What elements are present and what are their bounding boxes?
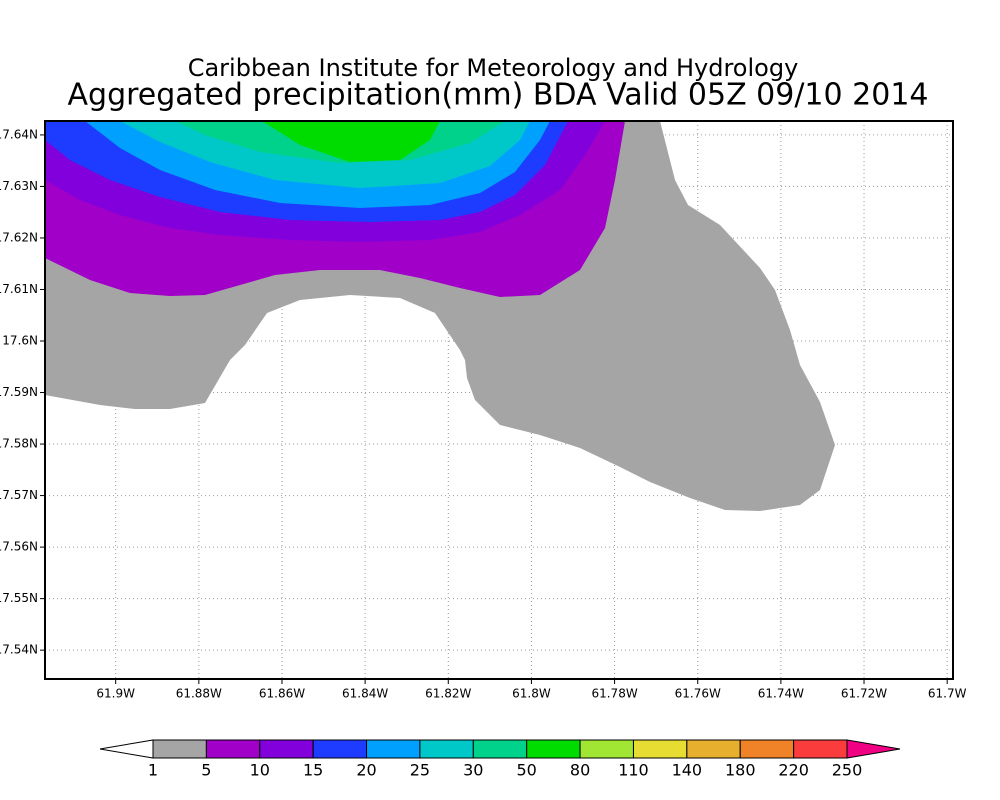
x-tick-label: 61.78W [591, 687, 637, 701]
colorbar-label: 1 [148, 761, 158, 780]
colorbar-box [152, 739, 207, 759]
colorbar-label: 30 [463, 761, 483, 780]
colorbar-label: 180 [725, 761, 756, 780]
colorbar-label: 250 [832, 761, 863, 780]
y-tick-label: 17.59N [0, 385, 38, 399]
contour-fill [262, 121, 440, 162]
x-tick-label: 61.86W [259, 687, 305, 701]
colorbar-label: 50 [517, 761, 537, 780]
colorbar-label: 25 [410, 761, 430, 780]
y-tick-label: 17.57N [0, 488, 38, 502]
chart-title: Caribbean Institute for Meteorology and … [188, 54, 799, 82]
x-tick-label: 61.76W [675, 687, 721, 701]
colorbar-box [205, 739, 261, 759]
x-tick-label: 61.84W [342, 687, 388, 701]
contour-fills [45, 121, 835, 511]
y-tick-label: 17.6N [2, 334, 38, 348]
y-tick-label: 17.61N [0, 282, 38, 296]
y-tick-label: 17.56N [0, 540, 38, 554]
colorbar-box [366, 739, 421, 759]
colorbar-label: 140 [672, 761, 703, 780]
colorbar-label: 80 [570, 761, 590, 780]
x-tick-label: 61.8W [512, 687, 551, 701]
chart-subtitle: Aggregated precipitation(mm) BDA Valid 0… [68, 78, 929, 113]
colorbar-label: 110 [618, 761, 649, 780]
colorbar-box [739, 739, 795, 759]
colorbar-box [312, 739, 368, 759]
colorbar-box [259, 739, 314, 759]
y-tick-label: 17.54N [0, 643, 38, 657]
colorbar-label: 15 [303, 761, 323, 780]
colorbar-box [419, 739, 474, 759]
y-tick-label: 17.63N [0, 179, 38, 193]
tick-labels: 61.9W 61.88W 61.86W 61.84W 61.82W 61.8W 61.78W… [0, 127, 967, 700]
x-tick-label: 61.9W [96, 687, 135, 701]
colorbar-label: 5 [201, 761, 211, 780]
colorbar: 1 5 10 15 20 25 30 50 80 110 140 180 220 250 [99, 739, 901, 780]
plot-frame [44, 120, 954, 680]
x-tick-label: 61.74W [758, 687, 804, 701]
y-tick-label: 17.62N [0, 230, 38, 244]
colorbar-box [472, 739, 528, 759]
x-tick-label: 61.82W [425, 687, 471, 701]
colorbar-arrow [846, 739, 901, 759]
colorbar-box [686, 739, 741, 759]
x-tick-label: 61.88W [176, 687, 222, 701]
colorbar-box [579, 739, 634, 759]
y-tick-label: 17.55N [0, 591, 38, 605]
colorbar-label: 10 [250, 761, 270, 780]
y-tick-label: 17.58N [0, 437, 38, 451]
colorbar-box [526, 739, 581, 759]
colorbar-label: 20 [356, 761, 376, 780]
x-tick-label: 61.7W [928, 687, 967, 701]
y-tick-label: 17.64N [0, 127, 38, 141]
colorbar-box [632, 739, 688, 759]
colorbar-box [793, 739, 848, 759]
colorbar-arrow [99, 739, 154, 759]
colorbar-label: 220 [778, 761, 809, 780]
x-tick-label: 61.72W [841, 687, 887, 701]
